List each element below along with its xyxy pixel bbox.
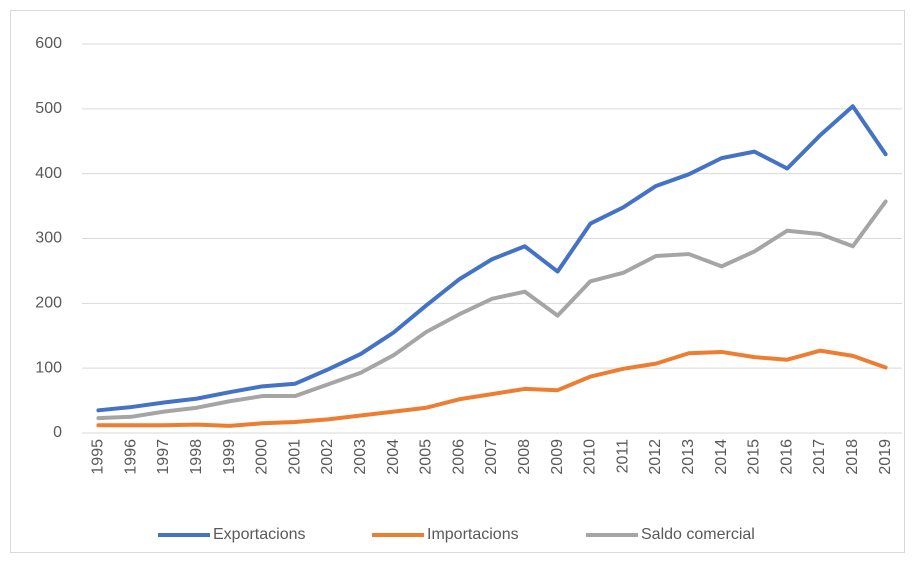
x-tick-label: 2008 — [516, 439, 533, 475]
legend-label: Saldo comercial — [641, 526, 755, 543]
y-tick-label: 400 — [35, 165, 62, 182]
y-tick-label: 600 — [35, 35, 62, 52]
x-tick-label: 2016 — [778, 439, 795, 475]
y-tick-label: 0 — [53, 424, 62, 441]
chart-frame — [10, 10, 905, 553]
x-tick-label: 1996 — [122, 439, 139, 475]
x-tick-label: 1999 — [221, 439, 238, 475]
y-tick-label: 200 — [35, 295, 62, 312]
x-tick-label: 2019 — [877, 439, 894, 475]
x-tick-label: 2004 — [385, 439, 402, 475]
legend-label: Exportacions — [213, 526, 306, 543]
x-tick-label: 2015 — [746, 439, 763, 475]
x-tick-label: 2006 — [450, 439, 467, 475]
x-tick-label: 2011 — [614, 439, 631, 474]
x-tick-label: 2012 — [647, 439, 664, 475]
line-series — [96, 104, 888, 413]
legend-label: Importacions — [427, 526, 519, 543]
line-series — [96, 348, 888, 428]
y-tick-label: 300 — [35, 230, 62, 247]
x-tick-label: 2005 — [418, 439, 435, 475]
x-tick-label: 2014 — [713, 439, 730, 475]
x-tick-label: 1998 — [188, 439, 205, 475]
x-tick-label: 2009 — [549, 439, 566, 475]
x-tick-label: 2018 — [844, 439, 861, 475]
x-tick-label: 2003 — [352, 439, 369, 475]
line-series — [96, 199, 888, 421]
y-tick-label: 100 — [35, 359, 62, 376]
y-tick-label: 500 — [35, 100, 62, 117]
x-tick-label: 2013 — [680, 439, 697, 475]
x-tick-label: 1995 — [90, 439, 107, 475]
x-tick-label: 2017 — [811, 439, 828, 475]
x-tick-label: 2010 — [582, 439, 599, 475]
x-tick-label: 2001 — [286, 439, 303, 475]
x-tick-label: 2007 — [483, 439, 500, 475]
x-tick-label: 2000 — [254, 439, 271, 475]
x-tick-label: 2002 — [319, 439, 336, 475]
x-tick-label: 1997 — [155, 439, 172, 475]
